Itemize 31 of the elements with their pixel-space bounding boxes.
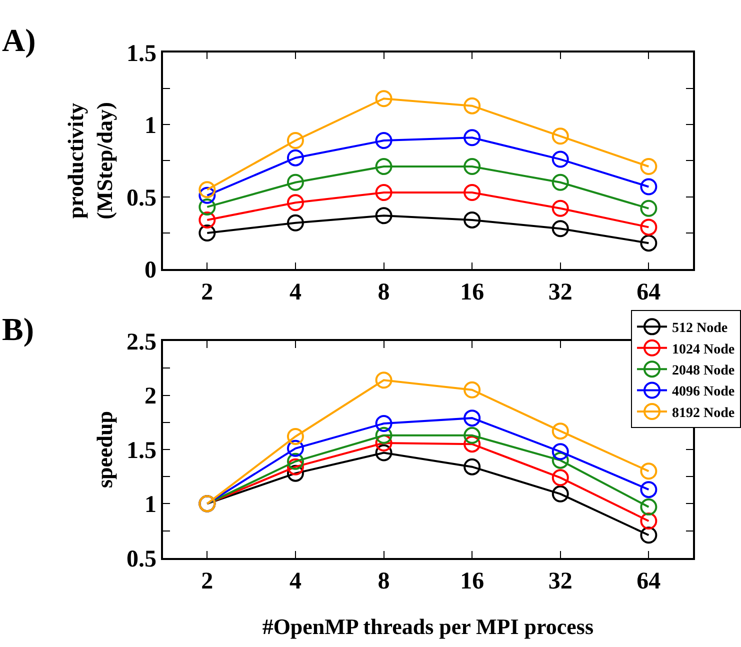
y-tick-label: 2 [144, 384, 156, 410]
x-tick-label: 16 [460, 568, 484, 594]
y-tick-label: 1 [144, 492, 156, 518]
x-tick-label: 2 [201, 280, 214, 306]
y-axis-title: speedup [92, 410, 117, 488]
x-tick-label: 4 [289, 568, 302, 594]
x-tick-label: 2 [201, 568, 214, 594]
legend-label: 8192 Node [672, 406, 735, 421]
x-tick-label: 8 [378, 568, 390, 594]
y-tick-label: 1 [144, 113, 156, 140]
y-axis-title: productivity (MStep/day) [63, 102, 117, 220]
y-tick-label: 0.5 [126, 546, 156, 572]
x-tick-label: 64 [636, 280, 661, 306]
legend-label: 1024 Node [672, 342, 735, 358]
chart-title: A) [2, 22, 36, 58]
legend-label: 512 Node [672, 321, 728, 336]
y-tick-label: 1.5 [126, 40, 156, 67]
x-tick-label: 4 [289, 280, 302, 306]
y-tick-label: 0.5 [126, 185, 156, 212]
x-tick-label: 8 [378, 280, 390, 306]
x-tick-label: 16 [460, 280, 484, 306]
chart-title: B) [2, 311, 34, 347]
legend-label: 2048 Node [672, 364, 735, 379]
legend-label: 4096 Node [672, 384, 735, 400]
y-tick-label: 2.5 [126, 330, 156, 356]
x-tick-label: 64 [636, 568, 661, 594]
y-tick-label: 1.5 [126, 438, 156, 464]
x-axis-title: #OpenMP threads per MPI process [262, 614, 594, 639]
x-tick-label: 32 [548, 568, 572, 594]
y-tick-label: 0 [144, 257, 156, 284]
x-tick-label: 32 [548, 280, 572, 306]
